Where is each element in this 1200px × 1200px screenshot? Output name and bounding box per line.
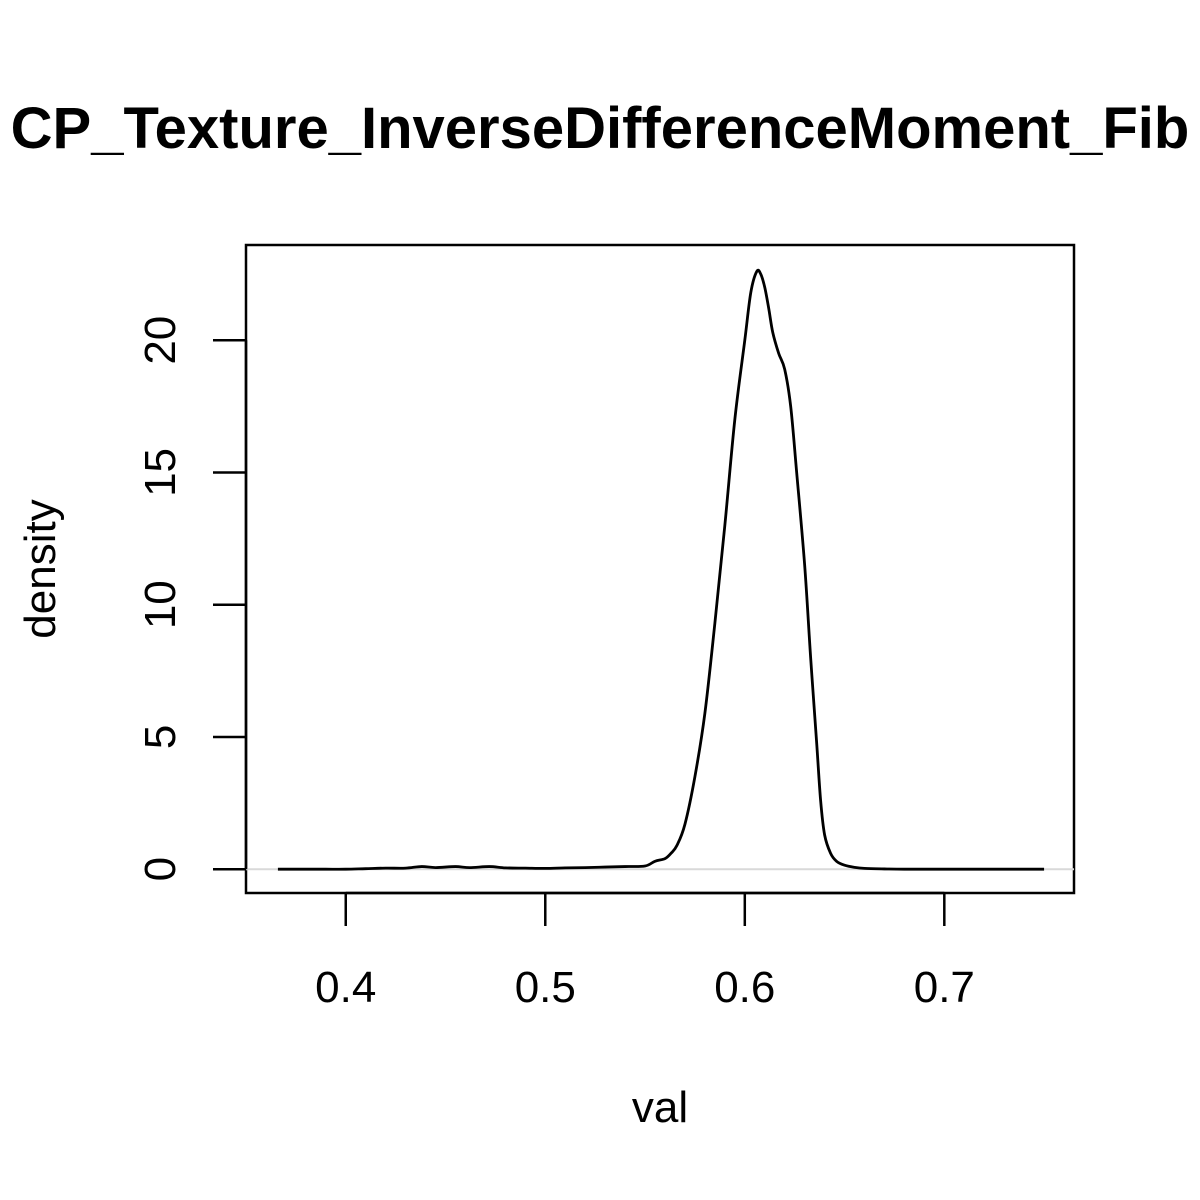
x-tick-label: 0.4 <box>315 963 376 1012</box>
y-tick-label: 20 <box>136 316 185 365</box>
x-axis: 0.4 0.5 0.6 0.7 <box>315 891 975 1012</box>
x-tick-label: 0.5 <box>515 963 576 1012</box>
y-axis: 0 5 10 15 20 <box>136 316 248 881</box>
x-tick-label: 0.7 <box>914 963 975 1012</box>
y-tick-label: 15 <box>136 448 185 497</box>
chart-title: CP_Texture_InverseDifferenceMoment_Fib <box>11 96 1190 161</box>
y-tick-label: 10 <box>136 580 185 629</box>
x-axis-title: val <box>632 1083 688 1132</box>
x-tick-label: 0.6 <box>714 963 775 1012</box>
series-layer <box>277 268 1045 871</box>
y-tick-label: 0 <box>136 857 185 881</box>
y-axis-title: density <box>16 499 65 638</box>
plot-frame <box>244 243 1076 895</box>
y-tick-label: 5 <box>136 725 185 749</box>
density-curve <box>277 268 1045 871</box>
